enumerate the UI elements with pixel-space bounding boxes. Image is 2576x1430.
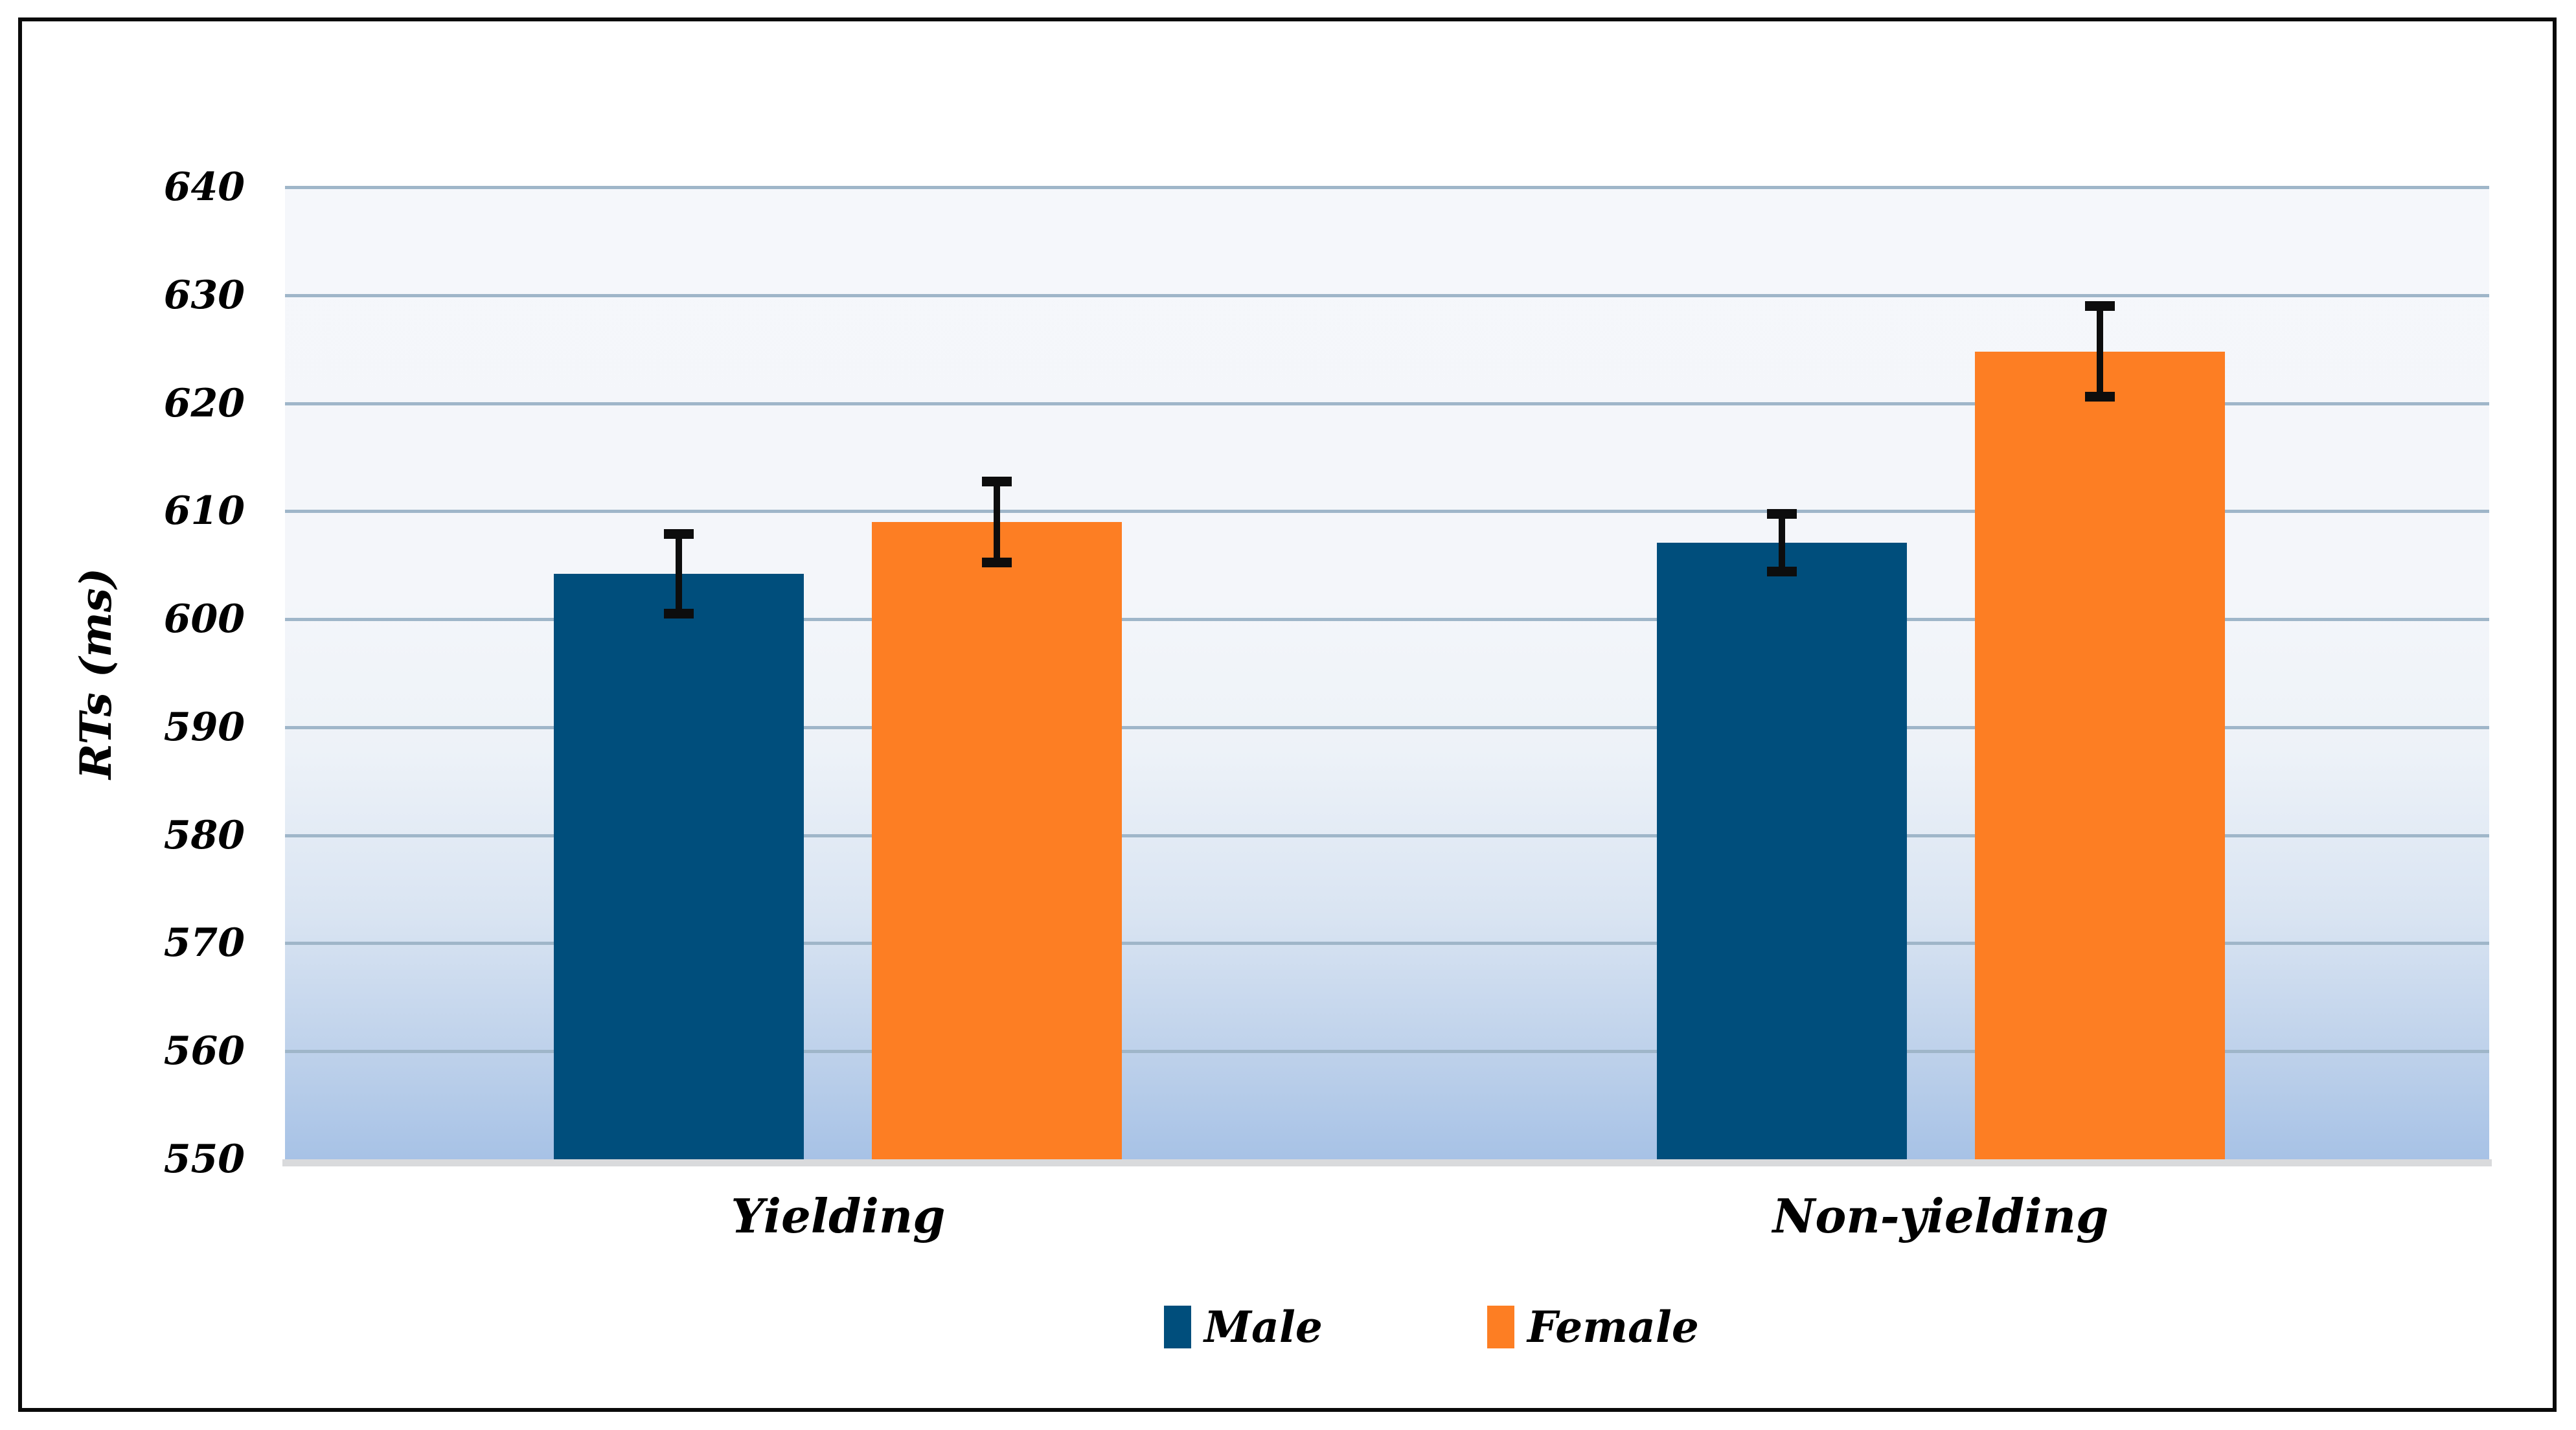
y-tick-label-570: 570 <box>163 920 245 966</box>
legend-label-male: Male <box>1204 1302 1323 1352</box>
error-bar-cap-top-female-yielding <box>982 476 1012 486</box>
error-bar-cap-top-male-yielding <box>664 529 694 539</box>
category-label-yielding: Yielding <box>731 1188 946 1243</box>
gridline-560 <box>285 1050 2489 1054</box>
gridline-610 <box>285 510 2489 514</box>
x-axis-line <box>282 1159 2492 1166</box>
error-bar-cap-bottom-male-yielding <box>664 608 694 619</box>
y-tick-label-590: 590 <box>163 704 245 750</box>
y-tick-label-630: 630 <box>163 272 245 318</box>
error-bar-stem-male-yielding <box>676 534 683 614</box>
error-bar-cap-bottom-female-yielding <box>982 558 1012 568</box>
error-bar-cap-top-female-non-yielding <box>2084 301 2115 312</box>
y-tick-label-560: 560 <box>163 1028 245 1074</box>
y-tick-label-640: 640 <box>163 165 245 210</box>
gridline-570 <box>285 942 2489 946</box>
y-tick-label-580: 580 <box>163 812 245 858</box>
legend-item-female: Female <box>1487 1303 1699 1351</box>
bar-female-non-yielding <box>1974 351 2225 1159</box>
y-tick-label-550: 550 <box>163 1137 245 1182</box>
error-bar-cap-top-male-non-yielding <box>1766 508 1797 519</box>
error-bar-stem-male-non-yielding <box>1778 513 1785 572</box>
y-tick-label-600: 600 <box>163 596 245 642</box>
y-axis-title: RTs (ms) <box>71 567 121 780</box>
error-bar-cap-bottom-female-non-yielding <box>2084 391 2115 402</box>
error-bar-stem-female-non-yielding <box>2096 306 2103 397</box>
bar-female-yielding <box>872 522 1123 1159</box>
category-label-non-yielding: Non-yielding <box>1772 1188 2109 1243</box>
gridline-630 <box>285 293 2489 297</box>
legend-marker-male <box>1164 1306 1191 1348</box>
legend-marker-female <box>1487 1306 1514 1348</box>
bar-male-non-yielding <box>1656 542 1907 1159</box>
gridline-600 <box>285 618 2489 622</box>
gridline-580 <box>285 834 2489 837</box>
error-bar-cap-bottom-male-non-yielding <box>1766 566 1797 576</box>
gridline-620 <box>285 402 2489 405</box>
y-tick-label-610: 610 <box>163 488 245 534</box>
bar-male-yielding <box>554 574 804 1159</box>
legend-label-female: Female <box>1527 1302 1699 1352</box>
legend-item-male: Male <box>1164 1303 1323 1351</box>
error-bar-stem-female-yielding <box>994 481 1001 563</box>
gridline-640 <box>285 186 2489 189</box>
gridline-590 <box>285 725 2489 729</box>
y-tick-label-620: 620 <box>163 380 245 426</box>
